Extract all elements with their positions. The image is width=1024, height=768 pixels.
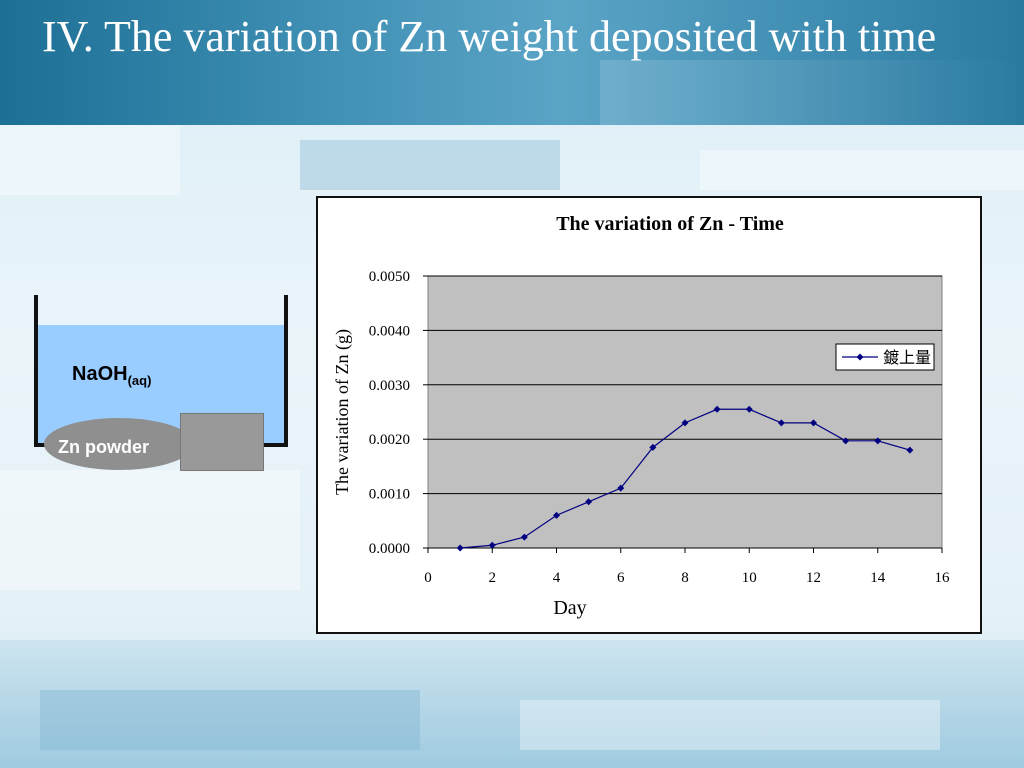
data-point	[585, 498, 593, 506]
solution-label-main: NaOH	[72, 363, 128, 385]
data-point	[874, 437, 882, 445]
data-point	[456, 544, 464, 552]
data-point	[713, 405, 721, 413]
background-bottom-band	[0, 640, 1024, 768]
y-tick-label: 0.0050	[369, 269, 410, 285]
solution-label-sub: (aq)	[127, 373, 152, 388]
background-block	[0, 125, 180, 195]
plot-area	[427, 275, 943, 549]
beaker-illustration: NaOH(aq) Zn powder	[34, 295, 288, 471]
y-tick-label: 0.0020	[369, 432, 410, 448]
y-tick-label: 0.0010	[369, 487, 410, 503]
x-tick-label: 14	[870, 570, 886, 586]
background-block	[300, 140, 560, 190]
data-point	[906, 446, 914, 454]
data-point	[681, 419, 689, 427]
data-point	[617, 484, 625, 492]
legend-label: 鍍上量	[883, 349, 931, 367]
data-point	[520, 533, 528, 541]
background-block	[40, 690, 420, 750]
x-tick-label: 10	[742, 570, 757, 586]
data-point	[810, 419, 817, 427]
y-tick-label: 0.0000	[369, 541, 410, 557]
background-block	[0, 470, 300, 590]
data-point	[488, 541, 496, 549]
background-block	[520, 700, 940, 750]
solution-label: NaOH(aq)	[72, 363, 151, 388]
data-point	[553, 511, 560, 519]
x-tick-label: 0	[424, 570, 432, 586]
slide-title: IV. The variation of Zn weight deposited…	[42, 12, 937, 61]
y-tick-label: 0.0040	[369, 323, 410, 339]
x-tick-label: 6	[617, 570, 625, 586]
x-axis-label: Day	[553, 597, 586, 619]
x-tick-label: 2	[489, 570, 497, 586]
chart-panel: The variation of Zn - Time 0.0000 0.0010 0.…	[316, 196, 982, 634]
zn-powder-label: Zn powder	[58, 437, 149, 457]
background-top-highlight	[600, 60, 1024, 125]
y-axis-label: The variation of Zn (g)	[332, 329, 353, 495]
data-point	[649, 443, 657, 451]
line-chart: The variation of Zn - Time 0.0000 0.0010 0.…	[332, 213, 951, 619]
zn-block	[180, 413, 264, 471]
x-tick-label: 8	[681, 570, 689, 586]
x-tick-label: 12	[806, 570, 821, 586]
x-tick-label: 16	[935, 570, 951, 586]
background-block	[700, 150, 1024, 190]
data-point	[842, 437, 850, 445]
zn-powder-ellipse	[44, 418, 194, 470]
chart-title: The variation of Zn - Time	[556, 213, 784, 235]
data-point	[745, 405, 753, 413]
data-point	[777, 419, 785, 427]
y-tick-label: 0.0030	[369, 378, 410, 394]
legend-marker	[856, 353, 864, 361]
background-top-band	[0, 0, 1024, 125]
x-tick-label: 4	[553, 570, 561, 586]
naoh-solution: NaOH(aq) Zn powder	[38, 325, 284, 471]
